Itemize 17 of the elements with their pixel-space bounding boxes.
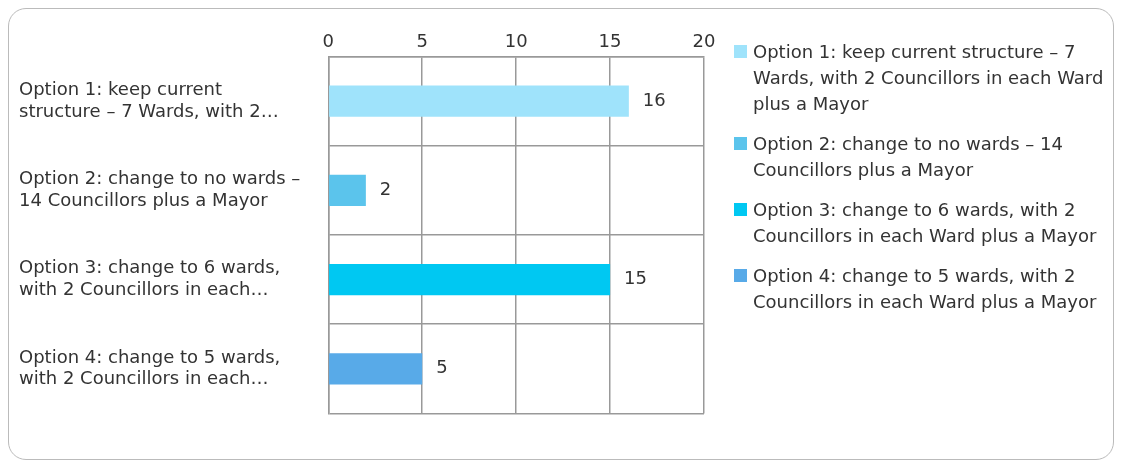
y-tick-label: Option 2: change to no wards – 14 Councillors plus a Mayor	[19, 167, 301, 210]
x-tick-label: 10	[504, 30, 528, 52]
x-tick-label: 15	[598, 30, 622, 52]
y-tick-label: Option 3: change to 6 wards, with 2 Councillors in each…	[19, 256, 281, 300]
data-label: 5	[436, 356, 448, 378]
x-tick-label: 20	[692, 30, 716, 52]
y-tick-label: Option 4: change to 5 wards, with 2 Councillors in each…	[19, 345, 281, 389]
data-label: 16	[642, 88, 666, 110]
y-tick-label: Option 1: keep current structure – 7 Wards, with 2…	[19, 78, 279, 121]
legend-label: Option 4: change to 5 wards, with 2 Councillors in each Ward plus a Mayor	[753, 264, 1098, 314]
data-label: 2	[379, 178, 392, 200]
legend-label: Option 1: keep current structure – 7 Wards, with 2 Councillors in each Ward plus a Mayor	[753, 40, 1104, 116]
legend-label: Option 3: change to 6 wards, with 2 Councillors in each Ward plus a Mayor	[753, 198, 1098, 248]
legend-label: Option 2: change to no wards – 14 Councillors plus a Mayor	[753, 132, 1064, 182]
x-tick-label: 0	[322, 30, 335, 52]
x-tick-label: 5	[416, 30, 428, 52]
data-label: 15	[624, 267, 647, 289]
